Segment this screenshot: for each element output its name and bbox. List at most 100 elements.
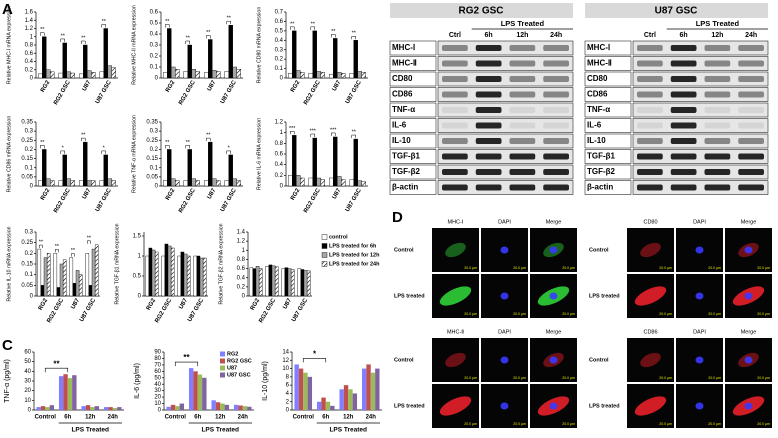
blot-strip	[437, 164, 574, 180]
scale-label: 20.0 µm	[659, 266, 672, 270]
bar	[167, 245, 172, 297]
row-label: Control	[589, 357, 609, 363]
x-tick-label: U87 GSC	[220, 187, 238, 213]
x-tick-label: U87	[282, 297, 293, 310]
row-label-box	[389, 118, 437, 133]
significance-bracket	[174, 361, 199, 367]
bar	[148, 247, 153, 297]
blot-strip	[437, 71, 574, 87]
significance-bracket	[60, 38, 66, 42]
blot-band	[475, 122, 502, 129]
x-tick-label: RG2	[165, 187, 177, 201]
y-tick-label: 30	[154, 388, 161, 394]
blot-band	[543, 138, 569, 144]
blot-band	[637, 45, 663, 51]
x-tick-label: 12h	[215, 415, 226, 421]
blot-strip	[437, 118, 574, 133]
y-tick-label: 14	[282, 350, 289, 356]
blot-strip	[437, 102, 574, 118]
blot-band	[738, 153, 764, 160]
bar	[183, 180, 188, 187]
significance-label: **	[206, 30, 211, 36]
nucleus	[549, 402, 558, 410]
significance-bracket	[206, 137, 211, 142]
legend-label: U87	[227, 365, 237, 371]
lane-label: Ctrl	[449, 32, 461, 39]
x-tick-label: RG2 GSC	[303, 79, 322, 106]
y-tick-label: 50	[154, 375, 161, 381]
blot-band	[704, 122, 731, 129]
significance-label: **	[61, 33, 66, 39]
row-label: CD86	[392, 90, 413, 99]
nucleus	[500, 246, 509, 254]
bar	[236, 180, 241, 187]
bar	[99, 180, 104, 187]
bar	[58, 376, 64, 410]
nucleus	[744, 356, 753, 364]
bar	[50, 180, 55, 187]
bar	[361, 368, 367, 410]
y-axis-label: Relative MHC-I mRNA expression	[6, 6, 12, 84]
y-tick-label: 1.2	[275, 120, 284, 126]
y-tick-label: 0.3	[150, 43, 159, 49]
bar	[70, 72, 75, 79]
bar	[163, 72, 168, 79]
y-axis-label: Relative IL-6 mRNA expression	[256, 118, 262, 190]
blot-band	[475, 153, 502, 160]
blot-band	[670, 184, 697, 191]
y-axis-label: Relative TNF-α mRNA expression	[131, 115, 137, 193]
bar	[357, 71, 362, 79]
bar	[333, 38, 338, 79]
scale-label: 20.0 µm	[513, 376, 526, 380]
blot-strip	[437, 56, 574, 71]
blot-band	[704, 138, 731, 144]
y-tick-label: 90	[154, 350, 161, 356]
row-label: TGF-β2	[587, 167, 616, 176]
bar	[224, 71, 229, 79]
bar	[341, 73, 346, 79]
scale-label: 20.0 µm	[708, 422, 721, 426]
micrograph	[627, 228, 674, 272]
bar	[281, 268, 286, 297]
blot-band	[543, 153, 569, 160]
bar	[83, 44, 88, 79]
bar	[236, 68, 241, 79]
nucleus	[695, 402, 704, 410]
blot-band	[738, 122, 764, 129]
scale-label: 20.0 µm	[562, 266, 575, 270]
bar	[288, 73, 293, 79]
x-tick-label: RG2 GSC	[46, 297, 65, 324]
scale-label: 20.0 µm	[464, 266, 477, 270]
blot-band	[475, 45, 502, 51]
blot-band	[543, 91, 569, 98]
bar	[40, 285, 45, 297]
bar	[249, 267, 254, 297]
blot-band	[509, 60, 536, 67]
x-tick-label: RG2	[290, 187, 302, 201]
row-label: MHC-Ⅰ	[392, 43, 415, 52]
blot-band	[442, 138, 468, 144]
blot-band	[670, 60, 697, 67]
significance-bracket	[185, 40, 191, 44]
legend-swatch	[321, 243, 328, 249]
significance-bracket	[44, 367, 69, 373]
x-tick-label: U87	[332, 187, 343, 200]
blot-band	[738, 184, 764, 191]
blot-band	[738, 60, 764, 67]
y-tick-label: 0.5	[133, 274, 142, 280]
blot-band	[475, 107, 502, 113]
significance-label: **	[53, 359, 60, 368]
row-label-box	[389, 102, 437, 118]
row-label-box	[389, 180, 437, 195]
row-label-box	[389, 56, 437, 71]
row-label-box	[389, 164, 437, 180]
bar	[166, 406, 171, 410]
legend-label: LPS treated for 6h	[329, 243, 377, 249]
bar	[63, 374, 68, 410]
bar	[212, 178, 217, 187]
significance-bracket	[351, 134, 357, 139]
significance-label: **	[39, 240, 44, 246]
legend-label: U87 GSC	[227, 372, 251, 378]
y-tick-label: 1	[242, 248, 246, 254]
x-tick-label: 6h	[64, 415, 71, 421]
